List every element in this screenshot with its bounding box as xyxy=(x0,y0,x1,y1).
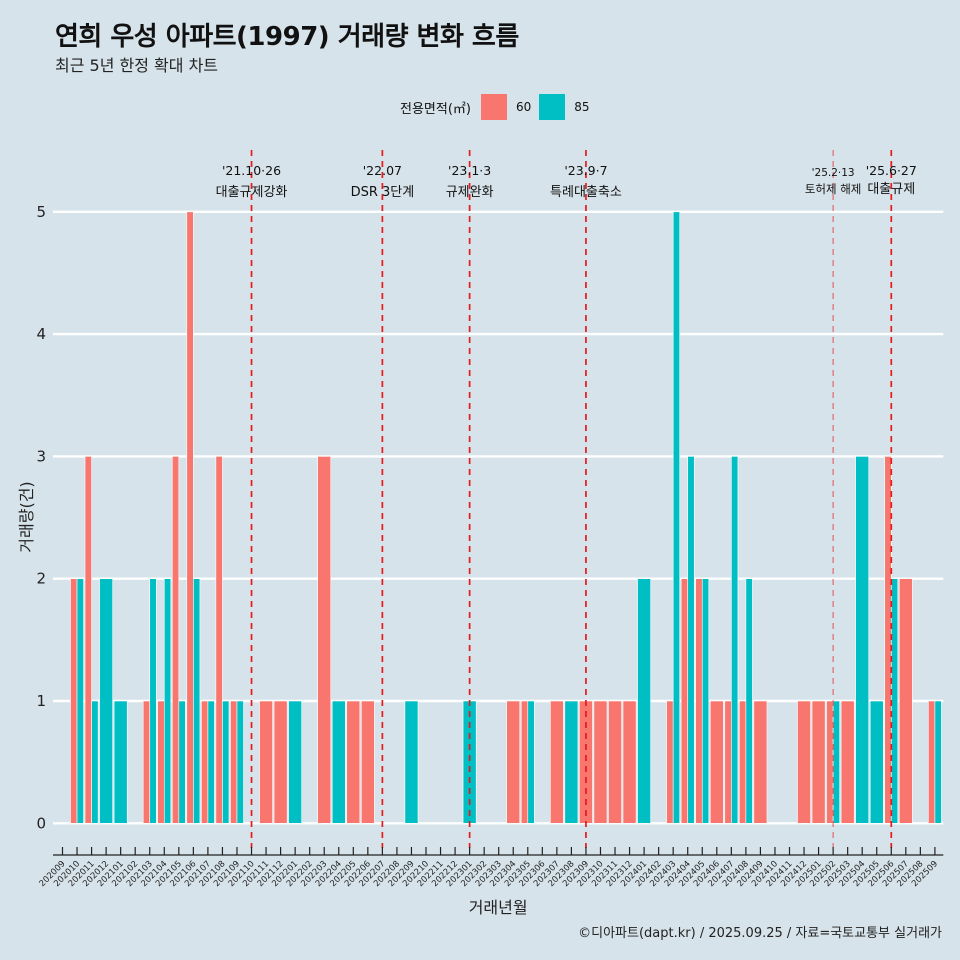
bar-85-202509 xyxy=(934,700,942,824)
bar-60-202106 xyxy=(186,211,194,824)
legend-swatch-60 xyxy=(480,94,507,120)
bar-85-202105 xyxy=(178,700,186,824)
bar-85-202209 xyxy=(404,700,419,824)
bar-60-202206 xyxy=(360,700,375,824)
bar-85-202103 xyxy=(149,578,157,824)
bar-85-202204 xyxy=(331,700,346,824)
y-tick-label: 5 xyxy=(36,203,46,221)
legend-swatch-85 xyxy=(539,94,566,120)
bar-60-202404 xyxy=(680,578,689,824)
bar-60-202407 xyxy=(724,700,732,824)
bar-60-202112 xyxy=(273,700,288,824)
bar-85-202104 xyxy=(163,578,172,824)
y-tick-label: 4 xyxy=(36,325,46,343)
bar-85-202407 xyxy=(731,456,739,824)
event-label: 대출규제강화 xyxy=(216,185,288,200)
bar-85-202403 xyxy=(672,211,681,824)
y-tick-label: 1 xyxy=(36,692,46,710)
bar-60-202305 xyxy=(520,700,529,824)
bar-60-202205 xyxy=(346,700,361,824)
bar-60-202312 xyxy=(622,700,637,824)
bar-85-202305 xyxy=(527,700,535,824)
bar-60-202011 xyxy=(84,456,92,824)
bar-85-202107 xyxy=(207,700,215,824)
bar-85-202401 xyxy=(637,578,651,824)
legend: 전용면적(㎡) 60 85 xyxy=(400,93,598,121)
bar-60-202507 xyxy=(898,578,913,824)
legend-item-85: 85 xyxy=(539,94,590,120)
bar-60-202108 xyxy=(215,456,223,824)
bar-85-202504 xyxy=(855,456,870,824)
bar-60-202406 xyxy=(709,700,724,824)
bar-60-202509 xyxy=(928,700,936,824)
y-tick-label: 3 xyxy=(36,447,46,465)
bar-85-202505 xyxy=(869,700,884,824)
bar-60-202104 xyxy=(157,700,165,824)
y-axis-title: 거래량(건) xyxy=(17,481,36,552)
bar-85-202201 xyxy=(288,700,302,824)
bar-60-202503 xyxy=(840,700,855,824)
legend-label-60: 60 xyxy=(515,100,532,114)
bar-60-202111 xyxy=(259,700,273,824)
bar-85-202106 xyxy=(193,578,201,824)
x-axis-title: 거래년월 xyxy=(469,898,528,917)
bar-60-202010 xyxy=(70,578,78,824)
bar-85-202404 xyxy=(687,456,695,824)
bar-60-202409 xyxy=(753,700,768,824)
bar-60-202502 xyxy=(826,700,834,824)
caption: ©디아파트(dapt.kr) / 2025.09.25 / 자료=국토교통부 실… xyxy=(578,926,942,941)
event-label: DSR 3단계 xyxy=(351,185,415,200)
bar-60-202105 xyxy=(171,456,180,824)
bar-60-202307 xyxy=(550,700,564,824)
bar-60-202311 xyxy=(608,700,622,824)
chart-subtitle: 최근 5년 한정 확대 차트 xyxy=(55,56,219,75)
event-label: 토허제 해제 xyxy=(805,182,862,196)
y-tick-label: 2 xyxy=(36,570,46,588)
bar-60-202103 xyxy=(142,700,151,824)
bar-60-202403 xyxy=(666,700,674,824)
legend-item-60: 60 xyxy=(480,94,532,120)
bar-85-202109 xyxy=(236,700,244,824)
chart-title: 연희 우성 아파트(1997) 거래량 변화 흐름 xyxy=(55,22,519,52)
bar-85-202012 xyxy=(99,578,113,824)
bar-85-202010 xyxy=(76,578,84,824)
bar-85-202502 xyxy=(832,700,840,824)
bar-60-202412 xyxy=(797,700,811,824)
legend-title: 전용면적(㎡) xyxy=(400,101,471,117)
bar-60-202310 xyxy=(593,700,608,824)
bar-85-202405 xyxy=(701,578,710,824)
event-date: '23.1·3 xyxy=(448,163,491,178)
legend-label-85: 85 xyxy=(574,100,590,114)
y-tick-label: 0 xyxy=(36,814,46,832)
bar-60-202107 xyxy=(201,700,209,824)
event-date: '25.2·13 xyxy=(812,167,855,179)
bar-85-202308 xyxy=(564,700,579,824)
bar-85-202101 xyxy=(113,700,128,824)
bar-60-202109 xyxy=(230,700,238,824)
bar-85-202011 xyxy=(91,700,99,824)
bar-85-202506 xyxy=(890,578,899,824)
bar-85-202108 xyxy=(222,700,230,824)
bar-60-202501 xyxy=(811,700,826,824)
event-label: 특례대출축소 xyxy=(550,185,622,200)
bar-60-202408 xyxy=(739,700,747,824)
event-date: '25.6·27 xyxy=(866,163,917,178)
event-date: '21.10·26 xyxy=(222,163,281,178)
event-label: 대출규제 xyxy=(867,182,915,197)
event-date: '22.07 xyxy=(363,163,402,178)
bar-85-202408 xyxy=(745,578,753,824)
bar-60-202506 xyxy=(884,456,892,824)
event-date: '23.9·7 xyxy=(564,163,607,178)
bar-60-202405 xyxy=(695,578,703,824)
event-label: 규제완화 xyxy=(446,185,494,200)
bar-60-202304 xyxy=(506,700,521,824)
bar-60-202203 xyxy=(317,456,332,824)
